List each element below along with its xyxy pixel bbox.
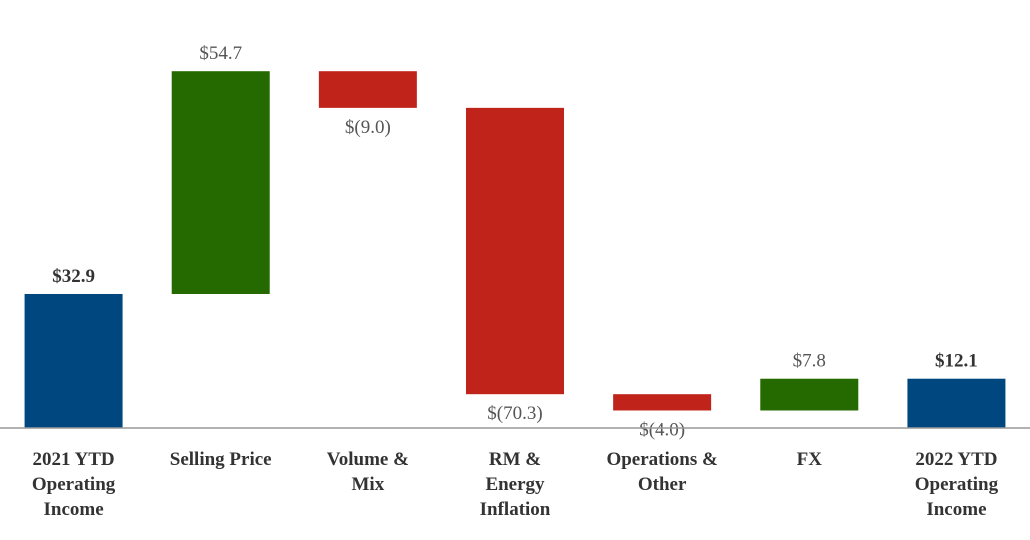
value-label: $(9.0) [345, 117, 391, 138]
x-tick-label: Operations & [606, 449, 717, 470]
bar [24, 293, 123, 428]
bar [907, 378, 1006, 428]
bar [171, 71, 270, 294]
x-tick-label: Selling Price [170, 449, 272, 470]
value-label: $7.8 [793, 351, 826, 372]
bar [318, 71, 417, 108]
value-label: $12.1 [935, 351, 978, 372]
x-tick-label: 2021 YTD [32, 449, 114, 470]
x-tick-label: Income [43, 499, 103, 520]
x-tick-label: Operating [32, 474, 116, 495]
x-tick-label: Mix [351, 474, 384, 495]
x-tick-label: Volume & [327, 449, 409, 470]
x-tick-label: FX [797, 449, 823, 470]
x-tick-label: Operating [915, 474, 999, 495]
bar [613, 394, 712, 411]
x-tick-label: Other [638, 474, 687, 495]
value-label: $32.9 [52, 266, 95, 287]
value-label: $(70.3) [487, 403, 542, 424]
value-label: $(4.0) [639, 419, 685, 440]
bar [760, 378, 859, 411]
x-tick-label: Inflation [480, 499, 551, 520]
bar [466, 107, 564, 395]
value-label: $54.7 [199, 43, 242, 64]
x-tick-label: Income [926, 499, 986, 520]
x-tick-label: Energy [485, 474, 545, 495]
x-tick-label: RM & [489, 449, 541, 470]
x-tick-label: 2022 YTD [915, 449, 997, 470]
